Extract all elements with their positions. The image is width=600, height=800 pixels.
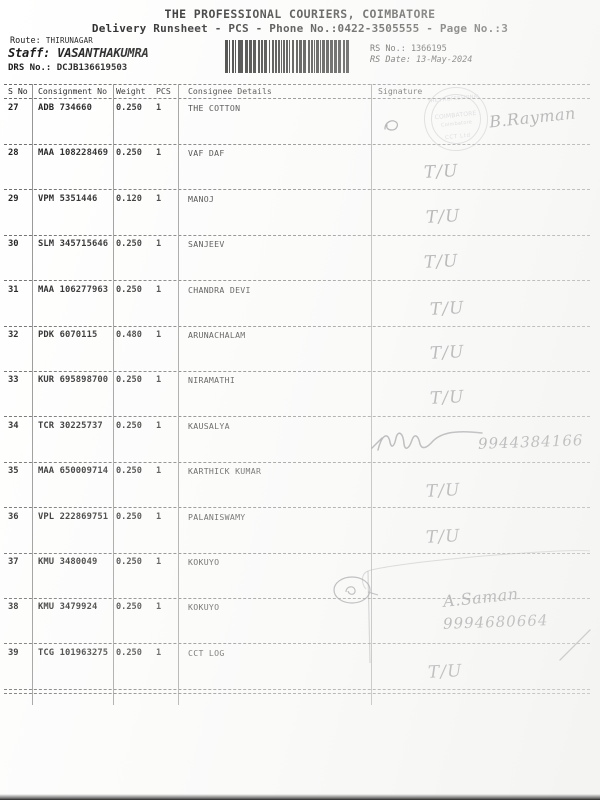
column-header-pcs: PCS <box>156 86 171 96</box>
column-header-signature: Signature <box>378 86 423 96</box>
document-subtitle: Delivery Runsheet - PCS - Phone No.:0422… <box>91 22 509 35</box>
drs-number-field: DRS No.: DCJB136619503 <box>8 63 128 73</box>
column-divider-1 <box>32 84 33 706</box>
route-value: THIRUNAGAR <box>45 36 93 45</box>
handwritten-received-mark-row35: T/U <box>425 480 461 502</box>
handwritten-stroke-corner <box>559 629 591 661</box>
handwritten-received-mark-row28: T/U <box>423 161 459 183</box>
header-separator-rule <box>4 97 590 99</box>
handwritten-received-mark-row32: T/U <box>429 342 465 364</box>
handwritten-received-mark-row31: T/U <box>429 298 465 320</box>
handwritten-received-mark-row30: T/U <box>423 251 459 273</box>
handwritten-received-mark-row29: T/U <box>425 206 461 228</box>
handwritten-received-mark-row39: T/U <box>427 661 463 683</box>
table-top-rule <box>4 84 590 85</box>
column-divider-3 <box>178 84 179 706</box>
handwritten-received-mark-row33: T/U <box>429 387 465 409</box>
handwritten-phone-row34: 9944384166 <box>477 431 584 453</box>
rs-date-field: RS Date: 13-May-2024 <box>370 55 473 65</box>
table-row <box>4 146 590 189</box>
table-row <box>4 283 590 326</box>
page-title: THE PROFESSIONAL COURIERS, COIMBATORE <box>164 7 436 21</box>
rs-number-field: RS No.: 1366195 <box>370 44 447 54</box>
table-row <box>4 373 590 416</box>
barcode-image <box>225 40 351 73</box>
column-header-consignee-details: Consignee Details <box>188 86 272 96</box>
column-divider-2 <box>113 84 114 706</box>
staff-field: Staff: VASANTHAKUMRA <box>8 46 149 60</box>
table-row <box>4 237 590 280</box>
route-field: Route: THIRUNAGAR <box>10 36 93 46</box>
handwritten-phone-row38: 9994680664 <box>442 611 549 633</box>
handwritten-mark-row27 <box>384 120 399 131</box>
table-row <box>4 464 590 507</box>
column-header-s-no: S No <box>8 86 28 96</box>
column-header-consignment-no: Consignment No <box>38 86 108 96</box>
handwritten-signature-row34 <box>371 430 483 451</box>
table-bottom-rule <box>4 693 590 695</box>
table-row <box>4 192 590 235</box>
table-row <box>4 328 590 371</box>
column-header-weight: Weight <box>116 86 146 96</box>
route-label: Route: <box>10 36 41 46</box>
